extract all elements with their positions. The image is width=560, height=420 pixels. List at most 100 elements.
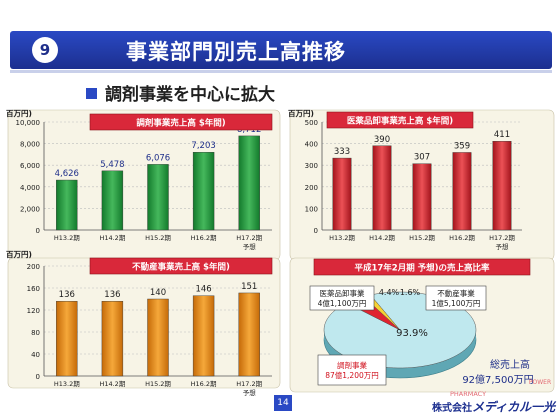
bar: [492, 141, 512, 231]
power-watermark: POWER: [529, 379, 551, 386]
data-label: 136: [59, 290, 75, 300]
bar: [332, 157, 352, 231]
data-label: 151: [241, 282, 257, 292]
pie-callout-box: [425, 285, 487, 311]
data-label: 5,478: [100, 160, 124, 170]
bar: [238, 135, 260, 231]
x-tick-label: H14.2期: [99, 380, 125, 388]
y-tick-label: 0: [314, 227, 318, 235]
x-tick-label: H17.2期: [236, 380, 262, 388]
square-bullet-icon: [86, 88, 97, 99]
pie-callout-box: [309, 285, 375, 311]
bar: [101, 301, 124, 377]
total-sales-amount: 92億7,500万円: [462, 373, 533, 386]
subtitle-text: 調剤事業を中心に拡大: [105, 85, 275, 105]
y-tick-label: 0: [36, 227, 40, 235]
data-label: 307: [414, 153, 430, 163]
bar: [56, 301, 78, 377]
pie-callout-amount: 1億5,100万円: [432, 298, 481, 308]
bar: [147, 164, 169, 231]
pie-callout-name: 医薬品卸事業: [320, 288, 365, 298]
x-tick-label: H16.2期: [191, 234, 217, 242]
bar: [452, 152, 472, 231]
x-tick-label: H16.2期: [191, 380, 217, 388]
x-tick-label: H17.2期: [489, 234, 515, 242]
bar: [238, 292, 260, 377]
bar: [101, 170, 124, 231]
data-label: 333: [334, 147, 350, 157]
y-tick-label: 100: [305, 205, 318, 213]
data-label: 359: [454, 141, 470, 151]
pie-callout-box: [317, 354, 387, 386]
bar: [192, 295, 215, 377]
y-tick-label: 400: [305, 141, 318, 149]
section-number-badge: 9: [32, 37, 58, 63]
chart-title-box: [313, 258, 531, 276]
data-label: 390: [374, 135, 390, 145]
data-label: 7,203: [191, 141, 215, 151]
bar: [372, 145, 392, 231]
x-tick-label: H17.2期: [236, 234, 262, 242]
x-tick-label: H15.2期: [145, 380, 171, 388]
data-label: 136: [104, 290, 120, 300]
bar: [147, 298, 169, 377]
y-tick-label: 160: [27, 285, 40, 293]
y-tick-label: 2,000: [20, 205, 40, 213]
y-tick-label: 200: [305, 184, 318, 192]
company-logo: 株式会社メディカル一光: [432, 398, 555, 415]
x-tick-label: H14.2期: [99, 234, 125, 242]
unit-label: 百万円): [288, 109, 314, 118]
x-tick-note: 予想: [243, 388, 257, 397]
page-number: 14: [274, 395, 292, 411]
x-tick-label: H16.2期: [449, 234, 475, 242]
chart-title-box: [89, 113, 273, 131]
chart-title-box: [89, 257, 273, 275]
chart-title: 医薬品卸事業売上高 $年間): [347, 116, 453, 127]
x-tick-label: H15.2期: [409, 234, 435, 242]
x-tick-note: 予想: [496, 242, 510, 251]
total-sales-label: 総売上高: [490, 358, 530, 371]
bar: [56, 179, 78, 231]
x-tick-note: 予想: [243, 242, 257, 251]
chart-title: 不動産事業売上高 $年間): [132, 262, 230, 273]
pie-callout-name: 調剤事業: [337, 360, 367, 370]
y-tick-label: 120: [27, 307, 40, 315]
chart-title: 調剤事業売上高 $年間): [136, 118, 225, 129]
pie-slice-label: 93.9%: [396, 328, 428, 339]
y-tick-label: 6,000: [20, 162, 40, 170]
header-bar: 9 事業部門別売上高推移: [10, 31, 552, 73]
bar: [412, 163, 432, 231]
company-brand: メディカル一光: [472, 400, 556, 414]
bar: [192, 152, 215, 231]
chart-title-box: [326, 111, 474, 129]
x-tick-label: H13.2期: [54, 380, 80, 388]
pharmacy-watermark: PHARMACY: [450, 390, 486, 398]
y-tick-label: 200: [27, 263, 40, 271]
y-tick-label: 8,000: [20, 141, 40, 149]
pie-callout-amount: 4億1,100万円: [318, 298, 367, 308]
y-tick-label: 300: [305, 162, 318, 170]
x-tick-label: H13.2期: [54, 234, 80, 242]
data-label: 4,626: [55, 169, 79, 179]
data-label: 411: [494, 130, 510, 140]
chart-title: 平成17年2月期 予想)の売上高比率: [354, 263, 490, 274]
company-prefix: 株式会社: [432, 403, 472, 414]
y-tick-label: 500: [305, 119, 318, 127]
pie-callout-amount: 87億1,200万円: [325, 370, 379, 380]
y-tick-label: 80: [31, 329, 40, 337]
data-label: 146: [195, 285, 211, 295]
y-tick-label: 40: [31, 351, 40, 359]
x-tick-label: H14.2期: [369, 234, 395, 242]
unit-label: 百万円): [6, 109, 32, 118]
pie-slice-label: 4.4%: [379, 288, 400, 297]
page-title: 事業部門別売上高推移: [126, 40, 346, 64]
data-label: 6,076: [146, 153, 170, 163]
section-subtitle: 調剤事業を中心に拡大: [86, 80, 275, 105]
x-tick-label: H13.2期: [329, 234, 355, 242]
y-tick-label: 10,000: [16, 119, 41, 127]
unit-label: 百万円): [6, 250, 32, 259]
y-tick-label: 4,000: [20, 184, 40, 192]
x-tick-label: H15.2期: [145, 234, 171, 242]
pie-slice-label: 1.6%: [400, 288, 421, 297]
